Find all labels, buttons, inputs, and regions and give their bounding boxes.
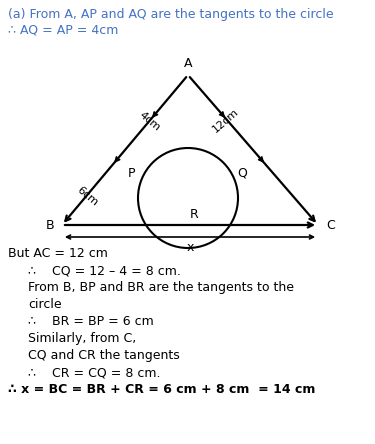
Text: 6cm: 6cm <box>75 184 99 207</box>
Text: ∴ AQ = AP = 4cm: ∴ AQ = AP = 4cm <box>8 23 118 36</box>
Text: C: C <box>326 218 335 231</box>
Text: P: P <box>128 166 135 179</box>
Text: A: A <box>184 57 192 70</box>
Text: circle: circle <box>28 298 62 311</box>
Text: ∴    CQ = 12 – 4 = 8 cm.: ∴ CQ = 12 – 4 = 8 cm. <box>28 264 181 277</box>
Text: 4cm: 4cm <box>138 109 162 133</box>
Text: (a) From A, AP and AQ are the tangents to the circle: (a) From A, AP and AQ are the tangents t… <box>8 8 334 21</box>
Text: ∴ x = BC = BR + CR = 6 cm + 8 cm  = 14 cm: ∴ x = BC = BR + CR = 6 cm + 8 cm = 14 cm <box>8 383 315 396</box>
Text: ∴    CR = CQ = 8 cm.: ∴ CR = CQ = 8 cm. <box>28 366 160 379</box>
Text: x: x <box>186 241 194 254</box>
Text: B: B <box>45 218 54 231</box>
Text: R: R <box>190 208 199 221</box>
Text: CQ and CR the tangents: CQ and CR the tangents <box>28 349 180 362</box>
Text: But AC = 12 cm: But AC = 12 cm <box>8 247 108 260</box>
Text: 12cm: 12cm <box>211 107 241 135</box>
Text: Q: Q <box>237 166 247 179</box>
Text: From B, BP and BR are the tangents to the: From B, BP and BR are the tangents to th… <box>28 281 294 294</box>
Text: ∴    BR = BP = 6 cm: ∴ BR = BP = 6 cm <box>28 315 154 328</box>
Text: Similarly, from C,: Similarly, from C, <box>28 332 136 345</box>
